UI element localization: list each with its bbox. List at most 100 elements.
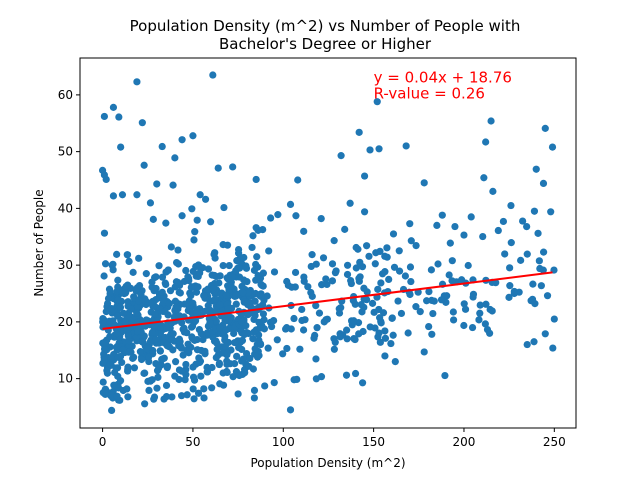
- data-point: [212, 353, 220, 362]
- data-point: [381, 327, 389, 335]
- data-point: [234, 245, 243, 254]
- data-point: [190, 236, 198, 244]
- data-point: [251, 297, 259, 305]
- data-point: [530, 338, 538, 346]
- data-point: [298, 305, 306, 314]
- data-point: [523, 250, 531, 258]
- data-point: [135, 254, 143, 262]
- data-point: [387, 339, 395, 348]
- data-point: [108, 406, 116, 415]
- data-point: [356, 258, 364, 266]
- data-point: [215, 359, 223, 367]
- data-point: [283, 344, 291, 353]
- data-point: [219, 261, 227, 270]
- data-point: [218, 306, 226, 314]
- data-point: [416, 308, 424, 316]
- data-point: [158, 288, 166, 296]
- data-point: [209, 285, 217, 293]
- data-point: [125, 348, 133, 356]
- data-point: [379, 309, 388, 317]
- data-point: [290, 376, 298, 384]
- data-point: [394, 297, 402, 305]
- data-point: [480, 174, 488, 182]
- data-point: [441, 371, 449, 380]
- data-point: [189, 132, 197, 140]
- data-point: [351, 335, 359, 344]
- data-point: [100, 272, 108, 280]
- data-point: [144, 377, 152, 385]
- data-point: [210, 250, 218, 258]
- data-point: [116, 303, 125, 311]
- data-point: [178, 212, 186, 220]
- data-point: [505, 293, 513, 301]
- data-point: [171, 154, 179, 162]
- data-point: [188, 205, 196, 213]
- data-point: [107, 304, 116, 313]
- data-point: [425, 322, 433, 331]
- data-point: [240, 330, 248, 339]
- data-point: [368, 299, 377, 307]
- data-point: [352, 264, 360, 272]
- data-point: [254, 271, 262, 280]
- data-point: [427, 266, 435, 274]
- data-point: [232, 300, 240, 308]
- data-point: [252, 224, 260, 232]
- data-point: [318, 281, 326, 289]
- data-point: [191, 317, 200, 325]
- data-point: [171, 372, 179, 380]
- data-point: [347, 276, 355, 285]
- data-point: [234, 390, 242, 398]
- data-point: [451, 222, 459, 231]
- data-point: [448, 257, 456, 265]
- data-point: [390, 263, 399, 271]
- data-point: [130, 364, 139, 372]
- data-point: [253, 253, 261, 261]
- data-point: [337, 152, 345, 160]
- data-point: [336, 333, 344, 341]
- data-point: [268, 322, 276, 331]
- data-point: [223, 349, 231, 357]
- data-point: [105, 317, 114, 325]
- data-point: [212, 317, 220, 325]
- data-point: [507, 201, 515, 210]
- data-point: [124, 281, 132, 289]
- data-point: [343, 261, 352, 269]
- data-point: [177, 344, 185, 352]
- data-point: [282, 325, 290, 333]
- data-point: [458, 276, 466, 284]
- data-point: [196, 191, 204, 199]
- data-point: [543, 292, 552, 300]
- data-point: [103, 369, 112, 377]
- data-point: [406, 290, 414, 299]
- data-point: [233, 352, 241, 360]
- data-point: [315, 309, 324, 317]
- data-point: [350, 317, 358, 325]
- data-point: [506, 282, 514, 290]
- data-point: [464, 261, 472, 270]
- data-point: [190, 336, 199, 344]
- data-point: [101, 390, 109, 398]
- data-point: [158, 142, 166, 151]
- data-point: [153, 384, 161, 392]
- data-point: [308, 292, 316, 300]
- data-point: [190, 395, 198, 403]
- data-point: [155, 262, 163, 270]
- data-point: [420, 179, 428, 187]
- data-point: [154, 373, 162, 381]
- data-point: [155, 364, 163, 372]
- data-point: [239, 288, 247, 297]
- data-point: [114, 353, 123, 361]
- data-point: [213, 345, 221, 354]
- data-point: [362, 296, 371, 304]
- data-point: [139, 338, 147, 346]
- data-point: [294, 176, 302, 184]
- data-point: [167, 243, 175, 251]
- data-point: [141, 400, 149, 408]
- y-axis-label: Number of People: [32, 189, 46, 296]
- data-point: [238, 282, 246, 290]
- data-point: [460, 321, 468, 330]
- data-point: [328, 277, 337, 285]
- data-point: [219, 241, 227, 249]
- data-point: [121, 318, 129, 326]
- data-point: [169, 181, 177, 189]
